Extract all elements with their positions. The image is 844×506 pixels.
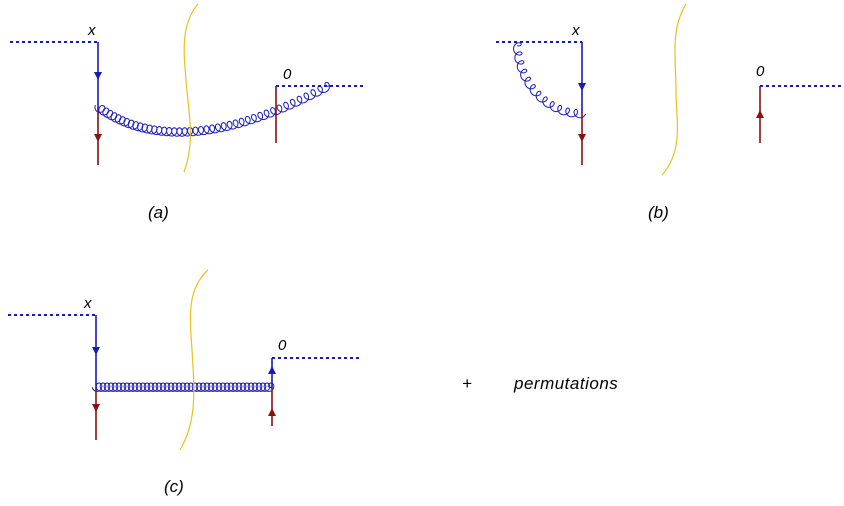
quark-arrow-down xyxy=(578,83,586,91)
caption-a: (a) xyxy=(148,203,169,222)
plus-sign: + xyxy=(462,374,472,393)
vertex-label-x: x xyxy=(83,295,92,312)
vertex-label-x: x xyxy=(87,22,96,39)
diagram-c: x 0 (c) xyxy=(8,269,362,496)
caption-b: (b) xyxy=(648,203,669,222)
final-state-cut-b xyxy=(661,3,687,176)
external-arrow-down xyxy=(92,404,100,412)
quark-arrow-down xyxy=(92,347,100,355)
gluon-a xyxy=(94,81,331,137)
quark-arrow-up xyxy=(268,366,276,374)
vertex-label-0: 0 xyxy=(283,66,292,83)
diagram-a: x 0 (a) xyxy=(10,3,364,222)
final-state-cut-a xyxy=(183,3,199,173)
quark-arrow-down xyxy=(94,72,102,80)
diagram-b: x 0 (b) xyxy=(496,3,844,222)
external-arrow-down xyxy=(94,134,102,142)
external-arrow-up xyxy=(756,110,764,118)
external-arrow-down xyxy=(578,134,586,142)
permutations-label: permutations xyxy=(513,374,618,393)
vertex-label-x: x xyxy=(571,22,580,39)
external-arrow-up xyxy=(268,408,276,416)
gluon-c xyxy=(91,382,275,392)
vertex-label-0: 0 xyxy=(278,337,287,354)
gluon-b xyxy=(513,42,587,119)
final-state-cut-c xyxy=(179,269,209,451)
vertex-label-0: 0 xyxy=(756,63,765,80)
caption-c: (c) xyxy=(164,477,184,496)
